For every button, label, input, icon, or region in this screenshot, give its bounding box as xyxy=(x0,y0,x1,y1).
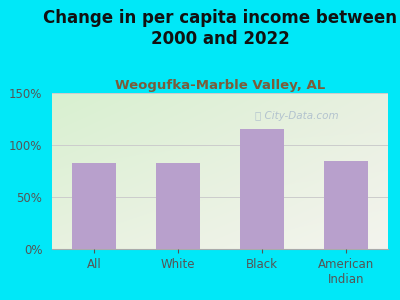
Text: Weogufka-Marble Valley, AL: Weogufka-Marble Valley, AL xyxy=(115,80,325,92)
Bar xyxy=(72,163,116,249)
Bar xyxy=(240,129,284,249)
Text: Change in per capita income between
2000 and 2022: Change in per capita income between 2000… xyxy=(43,9,397,48)
Text: ⓘ City-Data.com: ⓘ City-Data.com xyxy=(256,111,339,122)
Bar xyxy=(156,163,200,249)
Bar xyxy=(324,160,368,249)
